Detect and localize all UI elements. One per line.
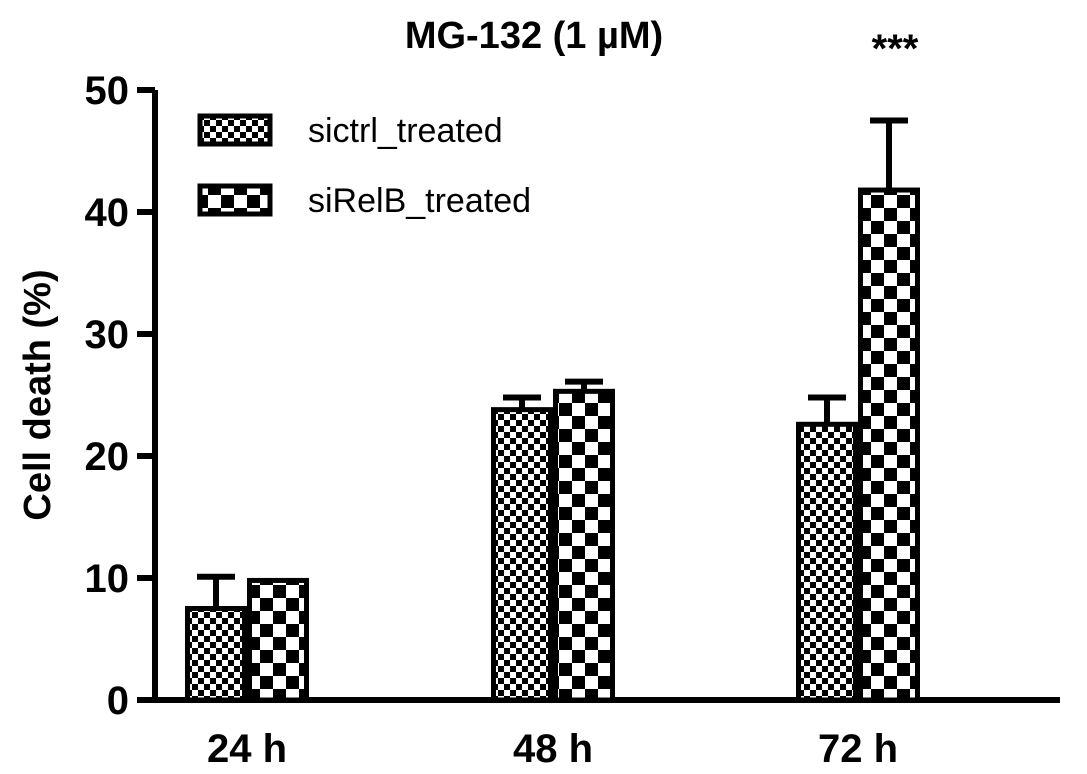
x-tick-label: 48 h [513, 727, 593, 771]
bar-siRelB_treated-24h [247, 577, 309, 703]
y-tick-label: 10 [85, 557, 130, 601]
bar-siRelB_treated-48h [553, 388, 615, 703]
legend-swatch-sictrl_treated [197, 113, 273, 147]
y-tick-label: 30 [85, 313, 130, 357]
legend-swatch-siRelB_treated [197, 183, 273, 217]
y-tick-label: 0 [107, 679, 129, 723]
x-tick-label: 24 h [207, 727, 287, 771]
error-bars [197, 117, 908, 609]
bar-sictrl_treated-24h [185, 606, 247, 703]
y-tick-label: 40 [85, 191, 130, 235]
legend-label-siRelB_treated: siRelB_treated [308, 182, 531, 220]
bar-sictrl_treated-72h [796, 421, 858, 703]
x-tick-label: 72 h [818, 727, 898, 771]
bars [185, 187, 920, 703]
legend: sictrl_treated siRelB_treated [197, 112, 531, 220]
y-tick-label: 50 [85, 69, 130, 113]
legend-label-sictrl_treated: sictrl_treated [308, 112, 503, 150]
chart-title: MG-132 (1 µM) [405, 15, 663, 57]
annotations: *** [872, 27, 919, 71]
y-tick-label: 20 [85, 435, 130, 479]
significance-annotation: *** [872, 27, 919, 71]
bar-siRelB_treated-72h [858, 187, 920, 703]
bar-sictrl_treated-48h [491, 407, 553, 703]
y-axis-label: Cell death (%) [17, 269, 59, 520]
